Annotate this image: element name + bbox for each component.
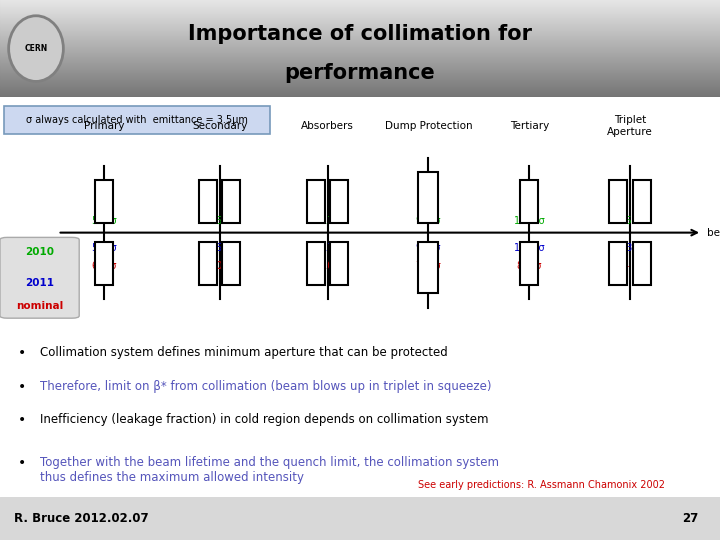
Text: performance: performance (284, 63, 436, 83)
Text: Triplet
Aperture: Triplet Aperture (607, 115, 653, 137)
Bar (418, 242, 438, 293)
Bar (521, 242, 539, 285)
Bar (222, 242, 240, 285)
Text: 5.7 σ: 5.7 σ (92, 243, 117, 253)
Text: 8.5 σ: 8.5 σ (207, 243, 232, 253)
Text: 2011: 2011 (25, 278, 54, 287)
Text: 14.3 σ ?: 14.3 σ ? (611, 243, 649, 253)
Text: 9.3 σ: 9.3 σ (416, 243, 441, 253)
Bar (307, 242, 325, 285)
Bar (95, 180, 114, 223)
FancyBboxPatch shape (0, 238, 79, 318)
Text: 9.3 σ: 9.3 σ (416, 215, 441, 226)
Text: Together with the beam lifetime and the quench limit, the collimation system
thu: Together with the beam lifetime and the … (40, 456, 498, 484)
Text: Importance of collimation for: Importance of collimation for (188, 24, 532, 44)
Text: 7.0 σ: 7.0 σ (207, 261, 232, 271)
Bar (609, 242, 628, 285)
Text: R. Bruce 2012.02.07: R. Bruce 2012.02.07 (14, 512, 149, 525)
Bar (633, 242, 651, 285)
Circle shape (9, 16, 63, 82)
Text: Primary: Primary (84, 121, 125, 131)
Bar (609, 180, 628, 223)
Bar (633, 180, 651, 223)
Bar (330, 180, 348, 223)
Text: •: • (18, 380, 26, 394)
Text: 8.4 σ ?: 8.4 σ ? (613, 261, 647, 271)
Text: See early predictions: R. Assmann Chamonix 2002: See early predictions: R. Assmann Chamon… (418, 480, 665, 490)
Bar (330, 242, 348, 285)
Text: •: • (18, 413, 26, 427)
Text: 8.5 σ: 8.5 σ (207, 215, 232, 226)
Text: 6.0 σ: 6.0 σ (92, 261, 117, 271)
Text: nominal: nominal (16, 301, 63, 311)
Bar (199, 180, 217, 223)
Text: 17.5 σ ?: 17.5 σ ? (611, 215, 649, 226)
Bar (418, 172, 438, 223)
Bar (222, 180, 240, 223)
Bar (521, 180, 539, 223)
Text: 5.7 σ: 5.7 σ (92, 215, 117, 226)
Text: beam: beam (707, 228, 720, 238)
Text: 11.8 σ: 11.8 σ (514, 243, 544, 253)
Text: Secondary: Secondary (192, 121, 247, 131)
Text: 10.0 σ: 10.0 σ (312, 261, 343, 271)
Text: Absorbers: Absorbers (301, 121, 354, 131)
Text: •: • (18, 456, 26, 470)
Bar (307, 180, 325, 223)
Text: Inefficiency (leakage fraction) in cold region depends on collimation system: Inefficiency (leakage fraction) in cold … (40, 413, 488, 426)
Text: CERN: CERN (24, 44, 48, 53)
FancyBboxPatch shape (4, 105, 270, 134)
Text: Collimation system defines minimum aperture that can be protected: Collimation system defines minimum apert… (40, 346, 447, 359)
Text: 17.7 σ: 17.7 σ (312, 243, 343, 253)
Bar (95, 242, 114, 285)
Text: Dump Protection: Dump Protection (384, 121, 472, 131)
Text: 8.3 σ: 8.3 σ (517, 261, 541, 271)
Text: •: • (18, 346, 26, 360)
Text: Tertiary: Tertiary (510, 121, 549, 131)
Text: 2010: 2010 (25, 247, 54, 256)
Text: σ always calculated with  emittance = 3.5μm: σ always calculated with emittance = 3.5… (26, 115, 248, 125)
Bar (199, 242, 217, 285)
Text: 17.7 σ: 17.7 σ (312, 215, 343, 226)
Text: 7.5 σ: 7.5 σ (416, 261, 441, 271)
Text: Therefore, limit on β* from collimation (beam blows up in triplet in squeeze): Therefore, limit on β* from collimation … (40, 380, 491, 393)
Text: 27: 27 (682, 512, 698, 525)
Text: 15.0 σ: 15.0 σ (514, 215, 544, 226)
